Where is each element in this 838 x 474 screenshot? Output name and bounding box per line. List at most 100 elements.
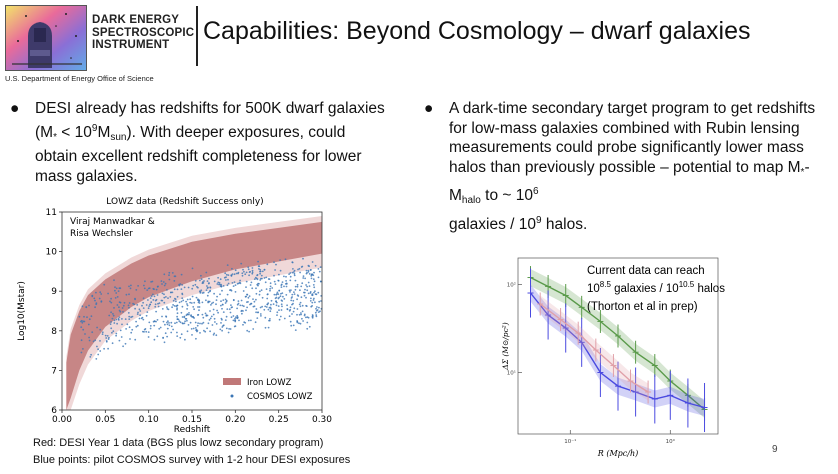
data-point	[91, 331, 94, 334]
data-point	[103, 347, 105, 350]
data-point	[179, 283, 182, 285]
data-point	[179, 336, 182, 339]
data-point	[122, 304, 125, 307]
data-point	[111, 331, 113, 334]
data-point	[212, 313, 215, 316]
data-point	[220, 285, 223, 288]
data-point	[216, 295, 219, 298]
text-run: halos.	[541, 215, 588, 233]
data-point	[94, 306, 96, 309]
data-point	[117, 290, 120, 292]
org-line: SPECTROSCOPIC	[92, 26, 195, 39]
data-point	[280, 309, 283, 311]
data-point	[226, 264, 229, 266]
slide-title: Capabilities: Beyond Cosmology – dwarf g…	[203, 17, 751, 45]
data-point	[193, 308, 196, 311]
data-point	[180, 333, 183, 336]
data-point	[180, 300, 183, 303]
data-point	[293, 271, 295, 273]
data-point	[259, 270, 262, 273]
data-point	[131, 315, 134, 318]
text-run: 9	[91, 122, 98, 134]
data-point	[264, 326, 267, 329]
data-point	[221, 289, 223, 292]
data-point	[300, 296, 303, 299]
data-point	[259, 290, 261, 293]
data-point	[202, 316, 205, 319]
data-point	[314, 264, 317, 267]
data-point	[202, 282, 205, 284]
data-point	[128, 293, 130, 296]
data-point	[152, 287, 155, 290]
data-point	[275, 304, 278, 307]
data-point	[280, 299, 283, 302]
data-point	[152, 299, 155, 301]
data-point	[280, 286, 283, 288]
data-point	[259, 268, 262, 271]
data-point	[206, 280, 209, 282]
data-point	[222, 324, 225, 327]
data-point	[257, 265, 260, 268]
data-point	[88, 336, 90, 339]
data-point	[314, 290, 316, 293]
data-point	[212, 333, 215, 336]
data-point	[299, 289, 301, 292]
data-point	[132, 302, 134, 305]
data-point	[100, 301, 103, 303]
data-point	[293, 291, 295, 293]
data-point	[280, 292, 282, 295]
data-point	[88, 339, 91, 342]
data-point	[158, 302, 161, 304]
data-point	[277, 279, 280, 282]
data-point	[134, 338, 137, 341]
data-point	[187, 324, 190, 326]
data-point	[80, 339, 83, 342]
data-point	[190, 302, 193, 304]
data-point	[143, 287, 146, 290]
data-point	[228, 328, 231, 330]
data-point	[283, 298, 286, 300]
data-point	[134, 297, 136, 300]
data-point	[244, 273, 247, 276]
data-point	[120, 336, 123, 338]
chart-axes: 10⁻¹ 10⁰ 10² 10¹	[507, 281, 676, 445]
data-point	[300, 266, 303, 268]
data-point	[307, 269, 310, 272]
text-run: M	[97, 123, 111, 141]
data-point	[268, 278, 271, 280]
data-point	[233, 273, 236, 276]
data-point	[292, 310, 295, 313]
data-point	[176, 318, 179, 320]
data-point	[308, 325, 311, 328]
data-point	[257, 260, 259, 263]
text-run: < 10	[56, 123, 92, 141]
data-point	[206, 314, 209, 317]
header-divider	[196, 6, 198, 66]
data-point	[149, 297, 152, 299]
data-point	[204, 312, 207, 315]
data-point	[236, 317, 239, 319]
data-point	[121, 318, 123, 320]
x-tick-label: 0.30	[312, 415, 332, 425]
data-point	[219, 293, 221, 296]
data-point	[121, 323, 123, 326]
data-point	[198, 309, 200, 312]
data-point	[170, 291, 172, 294]
data-point	[320, 300, 322, 302]
data-point	[105, 337, 108, 339]
data-point	[282, 295, 284, 298]
data-point	[234, 317, 236, 320]
data-point	[226, 308, 229, 310]
data-point	[277, 293, 280, 296]
data-point	[155, 298, 158, 301]
page-number: 9	[772, 444, 778, 455]
data-point	[270, 299, 273, 302]
data-point	[168, 274, 170, 277]
data-point	[109, 300, 111, 303]
chart-axes: 0.00 0.05 0.10 0.15 0.20 0.25 0.30 6 7 8 9 10 11	[46, 208, 333, 425]
data-point	[278, 318, 281, 321]
data-point	[319, 280, 322, 283]
data-point	[113, 319, 116, 322]
data-point	[210, 304, 212, 306]
data-point	[251, 267, 254, 269]
